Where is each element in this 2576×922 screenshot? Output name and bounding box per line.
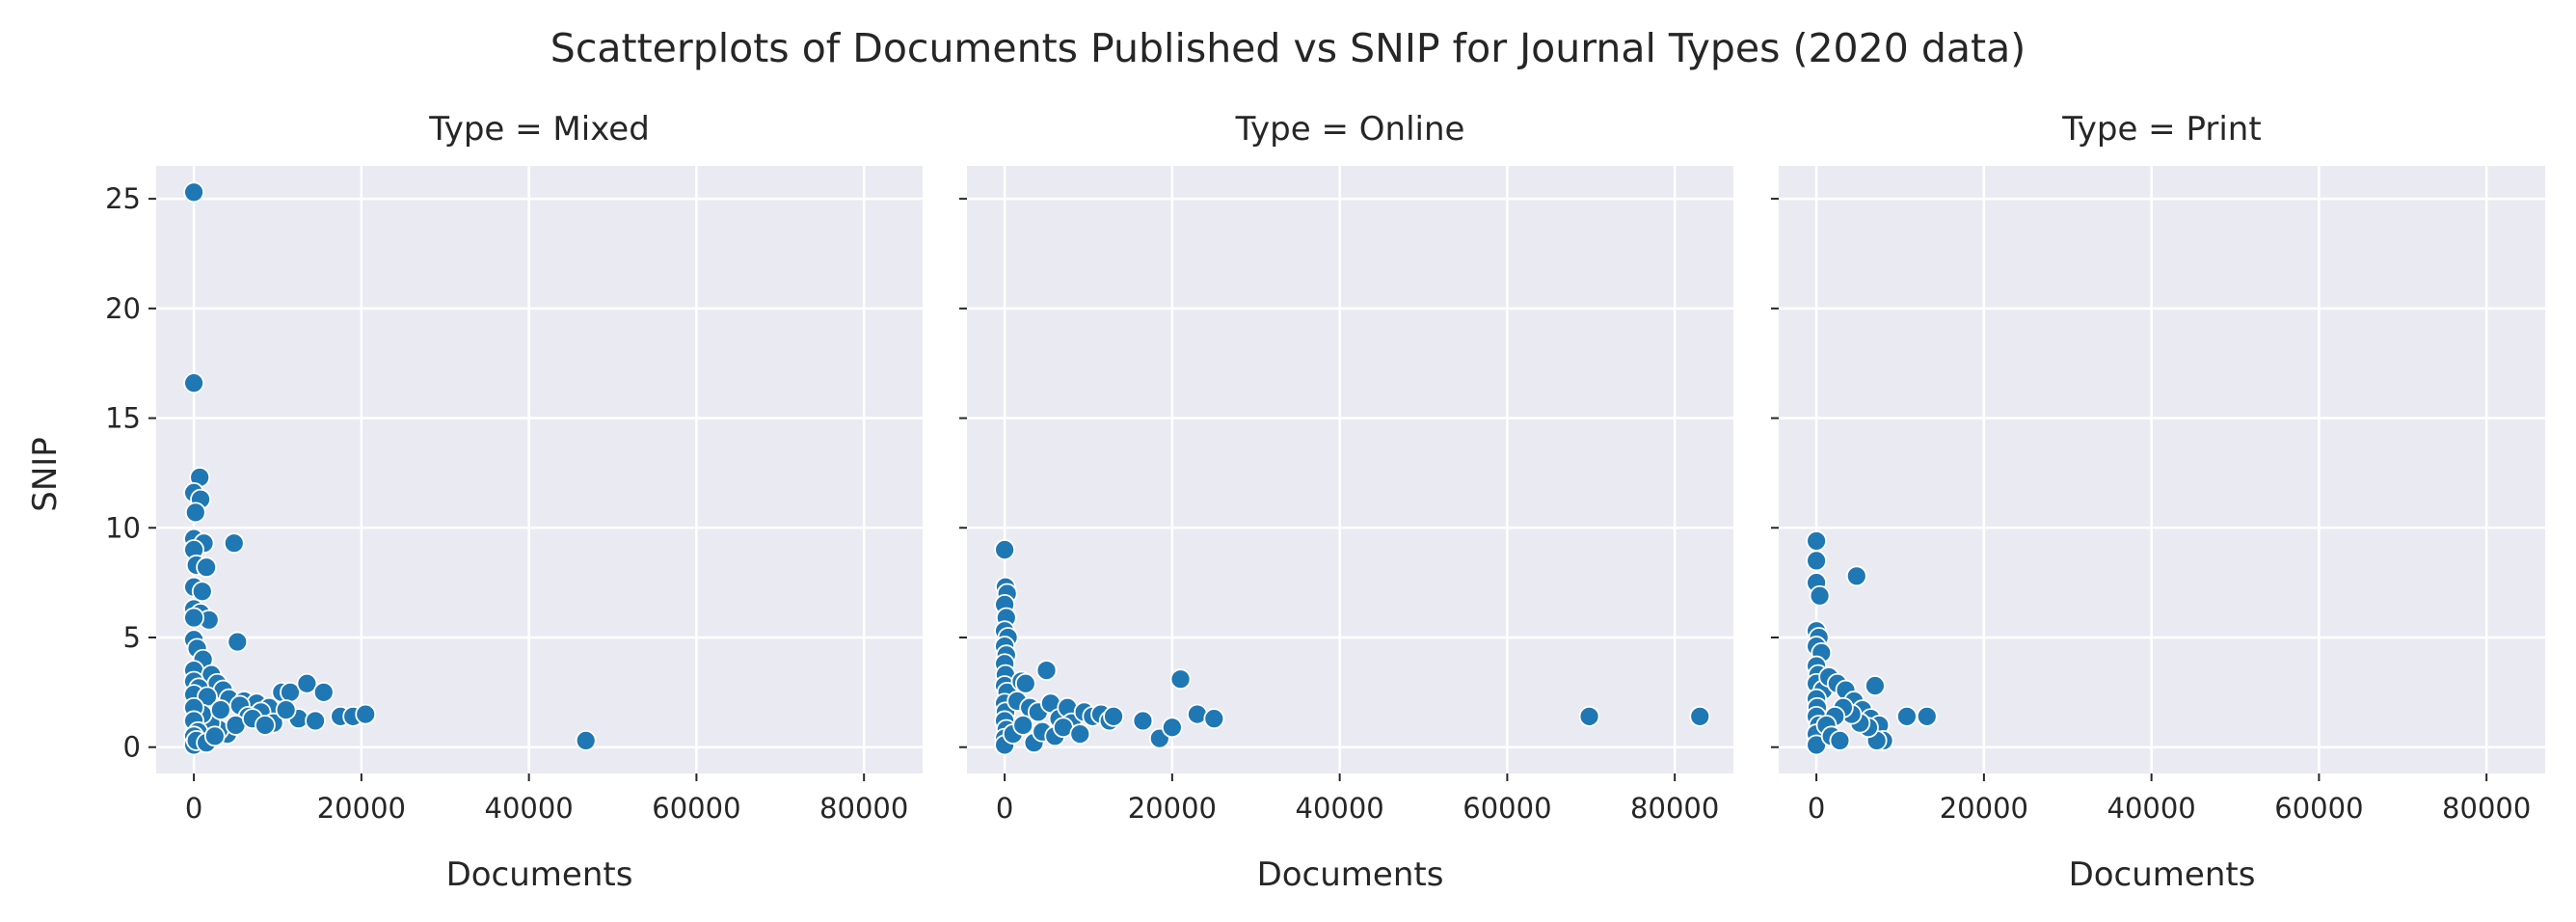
data-point (191, 581, 213, 603)
data-point (1829, 729, 1851, 751)
data-point (1809, 584, 1831, 607)
y-tick-label: 15 (105, 402, 141, 435)
x-tick-label: 20000 (317, 792, 406, 825)
panel-title: Type = Mixed (428, 110, 650, 149)
data-point (203, 725, 226, 747)
data-point (223, 532, 245, 555)
data-point (305, 710, 326, 732)
data-point (183, 607, 204, 629)
panel-3: Type = Print 0 20000 40000 60000 80000 Documen… (1771, 110, 2545, 894)
x-tick-label: 80000 (1630, 792, 1719, 825)
x-tick-label: 40000 (485, 792, 574, 825)
x-tick-label: 0 (1808, 792, 1825, 825)
data-point (1014, 672, 1036, 694)
data-point (1896, 705, 1918, 727)
data-point (1806, 530, 1827, 552)
panel-title: Type = Print (2061, 110, 2261, 149)
data-point (210, 699, 231, 720)
x-tick-label: 80000 (819, 792, 908, 825)
data-point (227, 631, 249, 653)
data-point (1806, 550, 1827, 572)
data-point (1132, 710, 1154, 732)
data-point (575, 729, 597, 751)
x-tick-label: 60000 (2274, 792, 2363, 825)
data-point (183, 372, 204, 394)
panels-group: Type = Mixed 0 20000 40000 60000 80000 0 5 10 15 2… (105, 110, 2545, 894)
x-tick-label: 40000 (2107, 792, 2196, 825)
x-tick-label: 0 (996, 792, 1013, 825)
x-tick-label: 20000 (1128, 792, 1217, 825)
data-point (1203, 708, 1225, 730)
data-point (1169, 668, 1192, 691)
panel-1: Type = Mixed 0 20000 40000 60000 80000 0 5 10 15 2… (105, 110, 923, 894)
x-tick-label: 0 (185, 792, 202, 825)
x-tick-label: 20000 (1940, 792, 2028, 825)
data-point (1035, 660, 1058, 682)
panel-title: Type = Online (1235, 110, 1465, 149)
panel-2: Type = Online 0 20000 40000 60000 80000 Docume… (959, 110, 1733, 894)
x-tick-label: 40000 (1296, 792, 1384, 825)
x-tick-label: 60000 (652, 792, 740, 825)
data-point (355, 703, 377, 725)
data-point (1689, 705, 1711, 727)
plot-area (156, 166, 923, 773)
data-point (1845, 565, 1867, 587)
data-point (1103, 705, 1124, 727)
x-axis-label: Documents (2069, 855, 2256, 894)
data-point (296, 672, 318, 694)
data-point (1916, 705, 1938, 727)
data-point (312, 681, 335, 703)
data-point (196, 556, 218, 579)
data-point (1012, 715, 1034, 736)
y-tick-label: 25 (105, 182, 141, 215)
data-point (994, 539, 1015, 560)
x-tick-label: 60000 (1462, 792, 1551, 825)
data-point (1161, 717, 1183, 739)
data-point (1069, 723, 1091, 745)
plot-area (967, 166, 1733, 773)
data-point (183, 181, 204, 203)
chart-title: Scatterplots of Documents Published vs S… (550, 25, 2026, 71)
x-axis-label: Documents (446, 855, 633, 894)
data-point (275, 699, 297, 720)
y-axis-label: SNIP (26, 437, 65, 512)
y-tick-label: 0 (123, 731, 141, 764)
x-axis-label: Documents (1257, 855, 1444, 894)
data-point (255, 715, 276, 736)
y-tick-label: 5 (123, 621, 141, 654)
y-tick-label: 20 (105, 292, 141, 325)
plot-area (1779, 166, 2545, 773)
data-point (1865, 675, 1886, 696)
data-point (184, 502, 206, 524)
x-tick-label: 80000 (2442, 792, 2531, 825)
y-tick-label: 10 (105, 511, 141, 544)
data-point (1578, 705, 1600, 727)
